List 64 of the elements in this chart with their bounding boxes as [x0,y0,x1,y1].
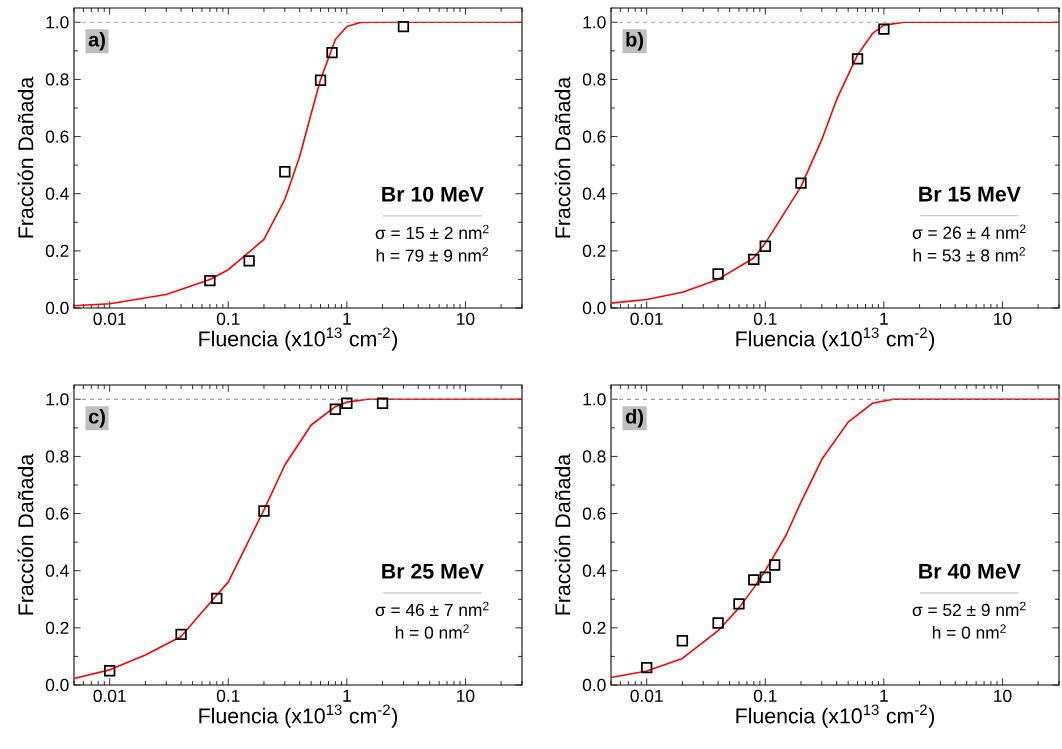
annotation: h = 0 nm$^{2}$ [395,624,469,639]
annotation: σ = 26 ± 4 nm$^{2}$ [912,224,1026,239]
y-tick-label: 0.6 [582,130,606,143]
annotation: h = 0 nm$^{2}$ [932,624,1006,639]
y-tick-label: 0.6 [45,130,69,143]
x-axis-title: Fluencia (x10$^{13}$ cm$^{-2}$) [736,704,935,728]
x-tick-label: 0.1 [753,312,777,325]
x-tick-label: 0.01 [630,312,663,325]
x-tick-label: 10 [457,689,475,702]
x-tick-label: 0.01 [630,689,663,702]
annotation: Br 10 MeV [382,186,484,202]
x-axis-title: Fluencia (x10$^{13}$ cm$^{-2}$) [199,327,398,351]
x-tick-label: 0.1 [216,689,240,702]
x-tick-label: 1 [880,312,888,325]
x-axis-title: Fluencia (x10$^{13}$ cm$^{-2}$) [199,704,398,728]
y-tick-label: 0.8 [45,73,69,86]
annotation: b) [626,31,644,51]
y-tick-label: 1.0 [46,16,69,29]
x-tick-label: 10 [994,312,1012,325]
x-tick-label: 1 [343,689,351,702]
y-tick-label: 1.0 [46,393,69,406]
y-tick-label: 0.6 [582,507,606,520]
y-axis-title: Fracción Dañada [17,453,34,615]
y-tick-label: 1.0 [583,16,606,29]
annotation: c) [88,408,105,428]
y-tick-label: 0.2 [45,621,69,634]
y-axis-title: Fracción Dañada [554,453,571,615]
annotation: σ = 15 ± 2 nm$^{2}$ [375,224,489,240]
x-tick-label: 0.01 [93,689,126,702]
y-tick-label: 0.2 [45,244,69,257]
annotation: σ = 46 ± 7 nm$^{2}$ [375,601,489,617]
x-tick-label: 0.1 [753,689,777,702]
x-axis-title: Fluencia (x10$^{13}$ cm$^{-2}$) [736,327,935,351]
y-tick-label: 0.8 [582,73,606,86]
annotation: d) [625,408,644,428]
x-tick-label: 1 [880,689,888,702]
annotation: σ = 52 ± 9 nm$^{2}$ [912,601,1026,617]
y-tick-label: 0.8 [45,450,69,463]
x-tick-label: 10 [457,312,475,325]
x-tick-label: 0.01 [93,312,126,325]
y-tick-label: 0.0 [45,301,69,315]
y-tick-label: 0.0 [45,678,69,692]
y-tick-label: 0.2 [582,244,606,257]
annotation: Br 40 MeV [919,563,1021,579]
y-tick-label: 1.0 [583,393,606,406]
x-tick-label: 0.1 [216,312,240,325]
y-tick-label: 0.4 [582,187,606,200]
y-axis-title: Fracción Dañada [17,76,34,238]
annotation: Br 25 MeV [382,563,484,579]
annotation: h = 79 ± 9 nm$^{2}$ [376,247,488,262]
y-tick-label: 0.0 [582,678,606,692]
annotation: a) [88,31,105,51]
y-tick-label: 0.8 [582,450,606,463]
annotation: h = 53 ± 8 nm$^{2}$ [913,247,1026,262]
y-tick-label: 0.4 [582,564,606,577]
y-tick-label: 0.0 [582,301,606,315]
x-tick-label: 10 [994,689,1012,702]
x-tick-label: 1 [343,312,351,325]
y-tick-label: 0.4 [45,187,69,200]
y-tick-label: 0.4 [45,564,69,577]
annotation: Br 15 MeV [919,186,1021,202]
y-tick-label: 0.6 [45,507,69,520]
y-tick-label: 0.2 [582,621,606,634]
y-axis-title: Fracción Dañada [554,76,571,238]
